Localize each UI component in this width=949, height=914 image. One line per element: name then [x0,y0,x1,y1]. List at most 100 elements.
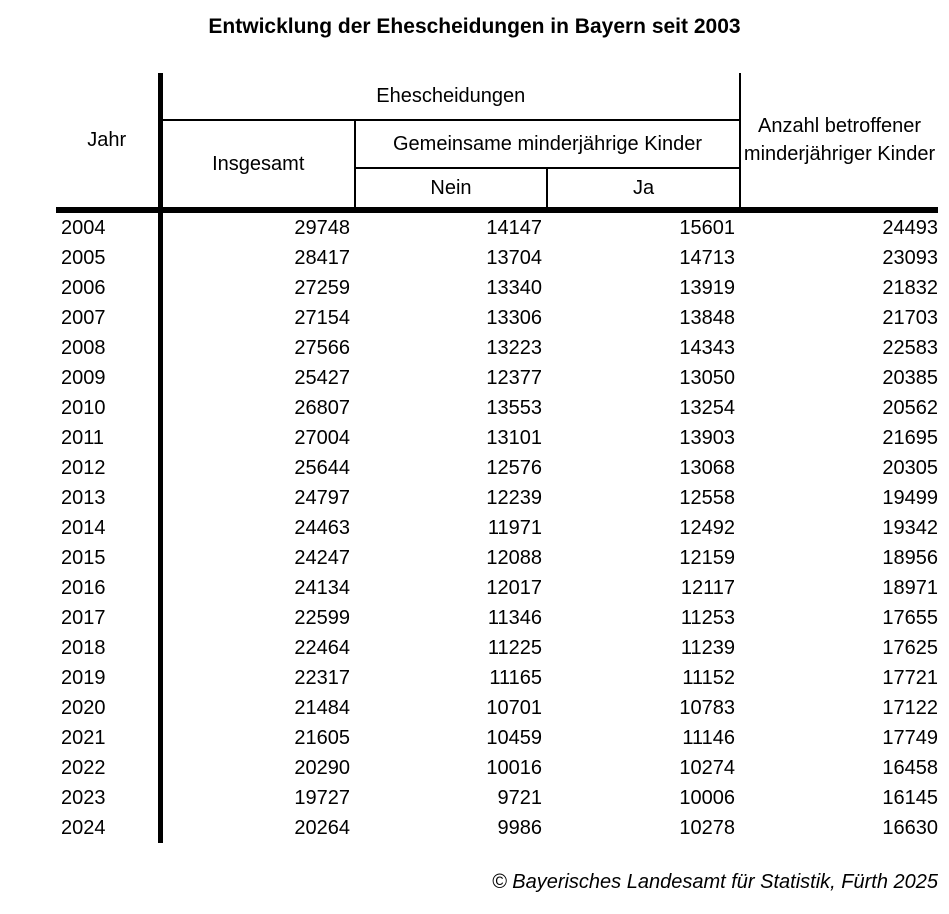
value-cell: 27154 [294,307,350,329]
value-cell: 10459 [486,727,542,749]
value-cell: 11346 [487,607,542,629]
value-cell: 25644 [294,457,350,479]
value-cell: 20290 [294,757,350,779]
value-cell: 18971 [882,577,939,599]
value-cell: 12239 [486,487,542,509]
value-cell: 22599 [294,607,350,629]
year-cell: 2024 [56,813,163,843]
value-cell: 22583 [882,337,939,359]
value-cell: 12558 [679,487,736,509]
year-cell: 2010 [56,393,163,423]
value-cell: 17655 [882,607,939,629]
table-row: 2017 22599 11346 11253 17655 [56,603,938,633]
value-cell: 19727 [294,787,350,809]
value-cell: 24134 [294,577,350,599]
value-cell: 13068 [679,457,736,479]
value-cell: 17749 [882,727,939,749]
table-row: 2018 22464 11225 11239 17625 [56,633,938,663]
table-row: 2006 27259 13340 13919 21832 [56,273,938,303]
value-cell: 13101 [486,427,542,449]
value-cell: 13306 [486,307,542,329]
page-title: Entwicklung der Ehescheidungen in Bayern… [208,15,741,38]
year-cell: 2004 [56,210,163,243]
value-cell: 12117 [680,577,736,599]
value-cell: 11225 [487,637,542,659]
table-row: 2019 22317 11165 11152 17721 [56,663,938,693]
table-row: 2024 20264 9986 10278 16630 [56,813,938,843]
year-cell: 2016 [56,573,163,603]
value-cell: 13340 [486,277,542,299]
value-cell: 13704 [486,247,542,269]
table-body: 2004 29748 14147 15601 24493 2005 28417 13704 14… [56,210,938,843]
table-row: 2012 25644 12576 13068 20305 [56,453,938,483]
year-cell: 2014 [56,513,163,543]
year-cell: 2023 [56,783,163,813]
year-cell: 2005 [56,243,163,273]
header-ja: Ja [547,168,741,213]
table-row: 2014 24463 11971 12492 19342 [56,513,938,543]
value-cell: 21832 [882,277,939,299]
year-cell: 2018 [56,633,163,663]
value-cell: 24463 [294,517,350,539]
year-cell: 2012 [56,453,163,483]
value-cell: 21484 [294,697,350,719]
value-cell: 12159 [679,547,736,569]
table-header: Jahr Ehescheidungen Anzahl betroffener m… [56,73,939,213]
value-cell: 19342 [882,517,939,539]
year-cell: 2008 [56,333,163,363]
value-cell: 14343 [679,337,736,359]
value-cell: 13903 [679,427,736,449]
value-cell: 10278 [679,817,736,839]
value-cell: 9986 [497,817,543,839]
value-cell: 11253 [680,607,736,629]
value-cell: 13254 [679,397,736,419]
value-cell: 24247 [294,547,350,569]
value-cell: 10701 [486,697,542,719]
value-cell: 15601 [679,217,736,239]
value-cell: 10016 [486,757,542,779]
year-cell: 2009 [56,363,163,393]
value-cell: 20305 [882,457,939,479]
value-cell: 24493 [882,217,939,239]
value-cell: 25427 [294,367,350,389]
value-cell: 21703 [882,307,939,329]
value-cell: 19499 [882,487,939,509]
header-insgesamt: Insgesamt [160,120,356,213]
value-cell: 17625 [882,637,939,659]
value-cell: 22464 [294,637,350,659]
value-cell: 12088 [486,547,542,569]
value-cell: 13223 [486,337,542,359]
table-row: 2021 21605 10459 11146 17749 [56,723,938,753]
value-cell: 13919 [679,277,736,299]
value-cell: 12576 [486,457,542,479]
value-cell: 10006 [679,787,736,809]
table-row: 2016 24134 12017 12117 18971 [56,573,938,603]
value-cell: 20562 [882,397,939,419]
table-row: 2009 25427 12377 13050 20385 [56,363,938,393]
value-cell: 10783 [679,697,736,719]
year-cell: 2021 [56,723,163,753]
year-cell: 2011 [56,423,163,453]
value-cell: 11971 [487,517,542,539]
value-cell: 12492 [679,517,736,539]
value-cell: 14713 [679,247,736,269]
value-cell: 14147 [486,217,542,239]
value-cell: 22317 [294,667,350,689]
header-ehescheidungen-group: Ehescheidungen [160,73,741,121]
header-jahr: Jahr [56,73,163,213]
value-cell: 16458 [882,757,939,779]
year-cell: 2020 [56,693,163,723]
value-cell: 13050 [679,367,736,389]
value-cell: 11152 [682,667,736,689]
year-cell: 2022 [56,753,163,783]
value-cell: 23093 [882,247,939,269]
value-cell: 16630 [882,817,939,839]
year-cell: 2017 [56,603,163,633]
value-cell: 12017 [486,577,542,599]
value-cell: 11165 [489,667,542,689]
value-cell: 27004 [294,427,350,449]
table-row: 2008 27566 13223 14343 22583 [56,333,938,363]
header-nein: Nein [355,168,548,213]
table-row: 2005 28417 13704 14713 23093 [56,243,938,273]
value-cell: 27259 [294,277,350,299]
